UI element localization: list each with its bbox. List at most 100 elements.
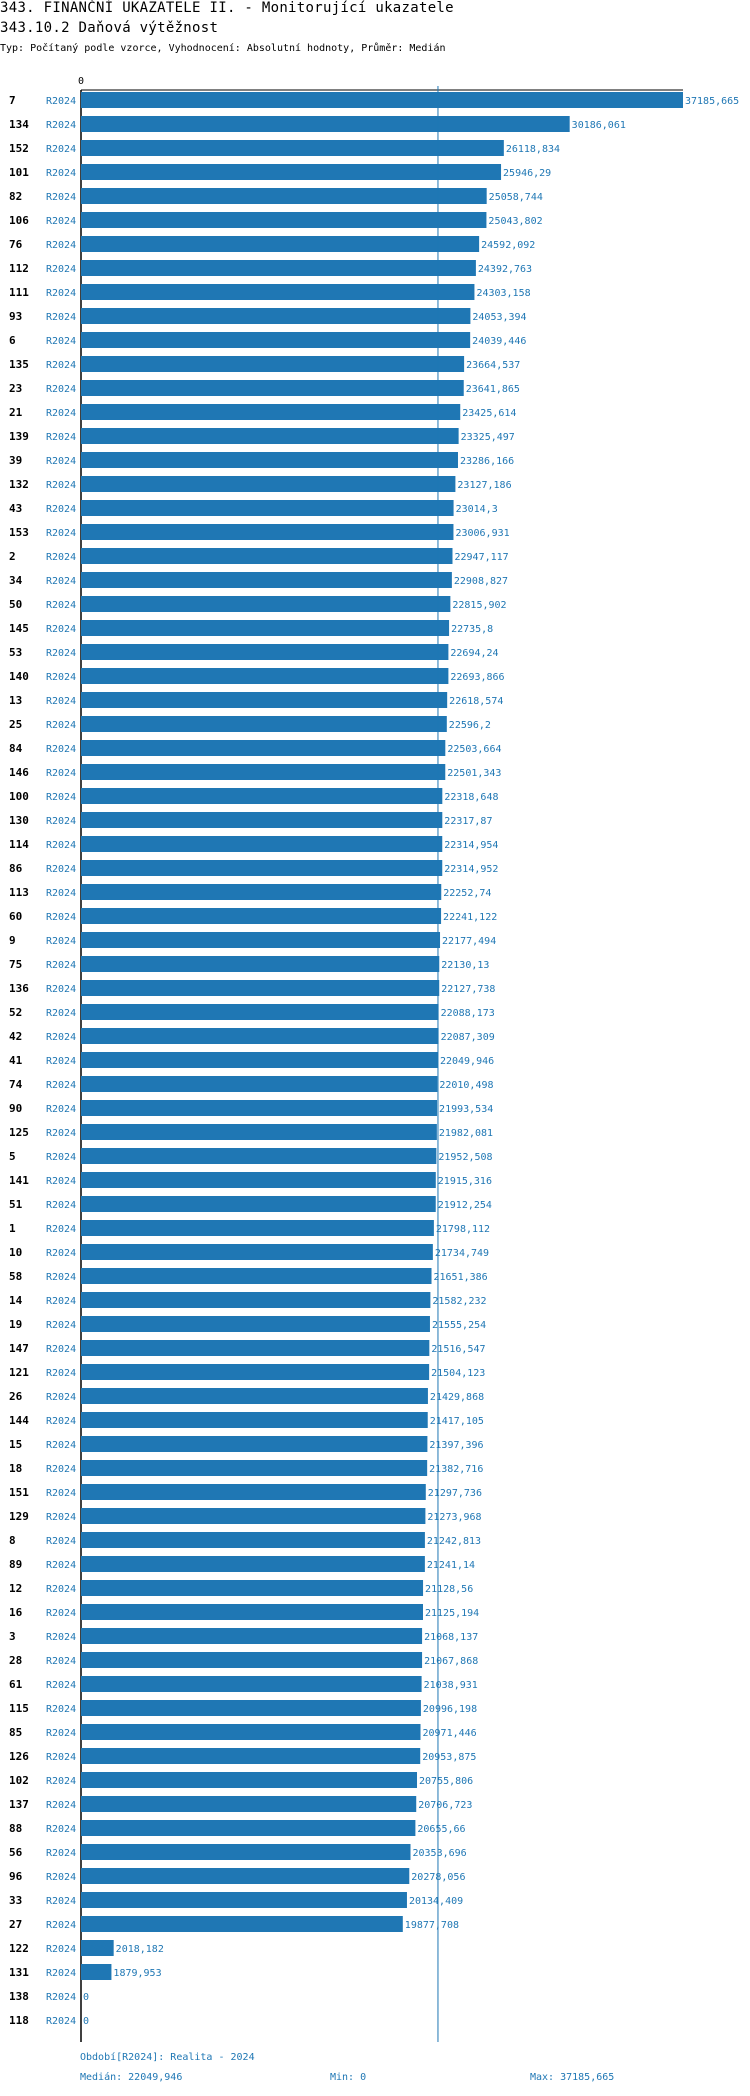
bar [81,428,459,444]
row-rank-label: 34 [9,574,23,587]
row-period-label: R2024 [46,192,76,203]
footer-max: Max: 37185,665 [530,2072,615,2083]
row-period-label: R2024 [46,1032,76,1043]
row-rank-label: 10 [9,1246,22,1259]
bar-value-label: 20706,723 [418,1800,472,1811]
bar-value-label: 22947,117 [454,552,508,563]
bar-value-label: 21125,194 [425,1608,479,1619]
row-rank-label: 12 [9,1582,22,1595]
row-rank-label: 125 [9,1126,29,1139]
row-rank-label: 41 [9,1054,23,1067]
bar-value-label: 21516,547 [431,1344,485,1355]
row-rank-label: 15 [9,1438,22,1451]
bar-value-label: 20953,875 [422,1752,476,1763]
bar [81,140,504,156]
row-period-label: R2024 [46,168,76,179]
bar-value-label: 21798,112 [436,1224,490,1235]
bar [81,1340,430,1356]
row-rank-label: 90 [9,1102,22,1115]
bar [81,1580,424,1596]
row-period-label: R2024 [46,1320,76,1331]
row-period-label: R2024 [46,528,76,539]
bar-value-label: 20655,66 [417,1824,465,1835]
row-rank-label: 51 [9,1198,23,1211]
bar [81,548,453,564]
row-rank-label: 122 [9,1942,29,1955]
bar-value-label: 22317,87 [444,816,492,827]
row-period-label: R2024 [46,1488,76,1499]
bar [81,1124,437,1140]
bar-value-label: 26118,834 [506,144,560,155]
bar-value-label: 25058,744 [489,192,543,203]
row-rank-label: 151 [9,1486,29,1499]
row-rank-label: 114 [9,838,29,851]
row-rank-label: 60 [9,910,22,923]
row-rank-label: 113 [9,886,29,899]
bar [81,1748,421,1764]
row-period-label: R2024 [46,432,76,443]
bar [81,1196,436,1212]
bar [81,332,471,348]
bar-value-label: 21241,14 [427,1560,475,1571]
bar [81,1700,421,1716]
bar-value-label: 22252,74 [443,888,491,899]
row-period-label: R2024 [46,144,76,155]
row-rank-label: 39 [9,454,22,467]
row-period-label: R2024 [46,1920,76,1931]
bar [81,476,456,492]
bar-value-label: 22127,738 [441,984,495,995]
row-period-label: R2024 [46,1728,76,1739]
row-rank-label: 106 [9,214,29,227]
row-period-label: R2024 [46,600,76,611]
row-period-label: R2024 [46,696,76,707]
row-period-label: R2024 [46,624,76,635]
bar [81,500,454,516]
row-period-label: R2024 [46,1464,76,1475]
footer-median: Medián: 22049,946 [80,2072,183,2083]
row-period-label: R2024 [46,1968,76,1979]
bar-value-label: 21912,254 [438,1200,492,1211]
bar [81,1292,431,1308]
row-rank-label: 9 [9,934,16,947]
row-rank-label: 112 [9,262,29,275]
row-period-label: R2024 [46,1416,76,1427]
row-period-label: R2024 [46,1848,76,1859]
bar-value-label: 20353,696 [413,1848,467,1859]
bar [81,764,446,780]
bar [81,116,570,132]
bar-value-label: 21382,716 [429,1464,483,1475]
row-rank-label: 13 [9,694,22,707]
row-period-label: R2024 [46,1896,76,1907]
bar-value-label: 20971,446 [423,1728,477,1739]
row-rank-label: 53 [9,646,22,659]
row-rank-label: 28 [9,1654,22,1667]
row-period-label: R2024 [46,1104,76,1115]
bar [81,1868,410,1884]
row-period-label: R2024 [46,816,76,827]
row-period-label: R2024 [46,1440,76,1451]
page-title: 343. FINANČNÍ UKAZATELE II. - Monitorují… [0,0,454,16]
row-rank-label: 141 [9,1174,29,1187]
bar [81,1364,430,1380]
row-rank-label: 23 [9,382,22,395]
bar [81,356,465,372]
bar [81,1844,411,1860]
row-period-label: R2024 [46,1248,76,1259]
bar-value-label: 22501,343 [447,768,501,779]
bar [81,1820,416,1836]
row-period-label: R2024 [46,1176,76,1187]
bar-value-label: 21297,736 [428,1488,482,1499]
row-rank-label: 85 [9,1726,22,1739]
row-period-label: R2024 [46,1584,76,1595]
bar [81,1628,423,1644]
row-period-label: R2024 [46,480,76,491]
row-rank-label: 5 [9,1150,16,1163]
row-rank-label: 25 [9,718,22,731]
row-rank-label: 93 [9,310,22,323]
bar-value-label: 22694,24 [450,648,498,659]
bar [81,884,442,900]
bar-value-label: 24392,763 [478,264,532,275]
bar [81,260,476,276]
bar [81,836,443,852]
row-period-label: R2024 [46,888,76,899]
